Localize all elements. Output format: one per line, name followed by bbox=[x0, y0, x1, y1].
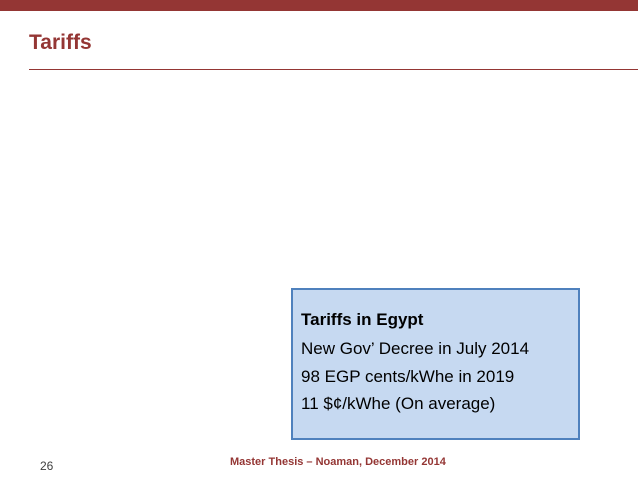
slide-title: Tariffs bbox=[29, 31, 92, 54]
info-box-lines: New Gov’ Decree in July 2014 98 EGP cent… bbox=[301, 339, 578, 414]
top-accent-bar bbox=[0, 0, 638, 11]
info-line-egp-rate: 98 EGP cents/kWhe in 2019 bbox=[301, 366, 515, 386]
footer-text: Master Thesis – Noaman, December 2014 bbox=[230, 456, 446, 468]
tariffs-info-box: Tariffs in Egypt New Gov’ Decree in July… bbox=[291, 288, 580, 440]
title-divider bbox=[29, 69, 638, 70]
info-box-title: Tariffs in Egypt bbox=[301, 310, 424, 329]
page-number: 26 bbox=[40, 459, 54, 473]
info-line-average-rate: 11 $¢/kWhe (On average) bbox=[301, 394, 496, 414]
info-line-decree: New Gov’ Decree in July 2014 bbox=[301, 339, 530, 359]
